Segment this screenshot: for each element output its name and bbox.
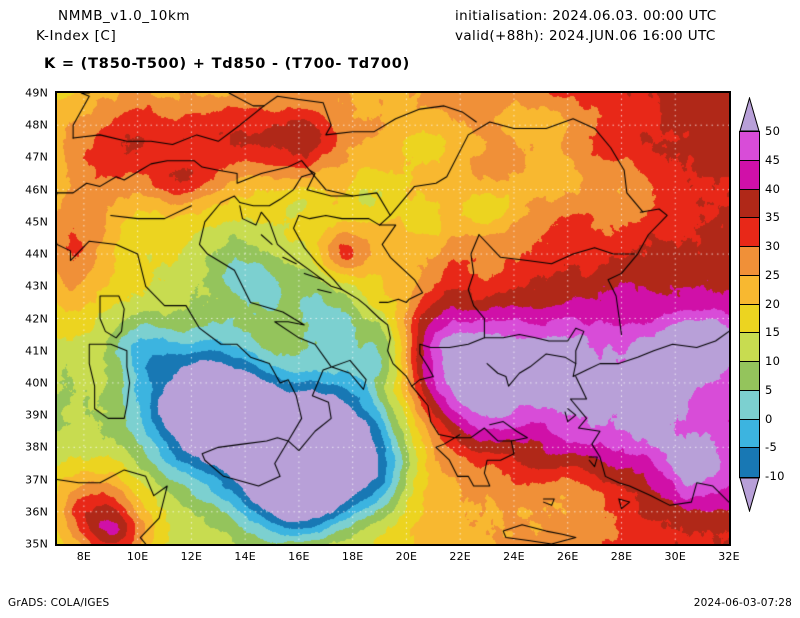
lon-tick-10E: 10E bbox=[126, 550, 149, 563]
header-right-block: initialisation: 2024.06.03. 00:00 UTC va… bbox=[455, 6, 800, 52]
colorbar-band bbox=[740, 189, 759, 219]
lon-tick-28E: 28E bbox=[610, 550, 633, 563]
lat-tick-41N: 41N bbox=[25, 344, 48, 358]
lat-tick-43N: 43N bbox=[25, 279, 48, 293]
colorbar-band bbox=[740, 333, 759, 362]
lon-tick-24E: 24E bbox=[503, 550, 525, 563]
lon-tick-16E: 16E bbox=[288, 550, 310, 563]
lat-tick-44N: 44N bbox=[25, 247, 48, 261]
lat-tick-36N: 36N bbox=[25, 505, 48, 519]
lon-tick-30E: 30E bbox=[664, 550, 687, 563]
colorbar-band bbox=[740, 448, 759, 477]
colorbar-tick-30: 30 bbox=[765, 239, 781, 253]
header-left-block: NMMB_v1.0_10km K-Index [C] bbox=[0, 6, 440, 52]
colorbar-bottom-extend-arrow bbox=[739, 477, 760, 512]
lat-tick-39N: 39N bbox=[25, 408, 48, 422]
colorbar-band bbox=[740, 275, 759, 305]
colorbar-tick-35: 35 bbox=[765, 210, 781, 225]
lat-tick-38N: 38N bbox=[25, 440, 48, 454]
colorbar-tick-20: 20 bbox=[765, 296, 781, 311]
colorbar-band bbox=[740, 390, 759, 420]
lon-tick-32E: 32E bbox=[718, 550, 740, 563]
map-plot-area bbox=[55, 91, 731, 546]
colorbar-tick-40: 40 bbox=[765, 181, 781, 196]
lon-tick-8E: 8E bbox=[76, 550, 92, 563]
colorbar-tick-10: 10 bbox=[765, 354, 781, 368]
colorbar bbox=[739, 131, 760, 478]
grads-source-label: GrADS: COLA/IGES bbox=[8, 597, 110, 609]
lat-tick-48N: 48N bbox=[25, 118, 48, 132]
field-name-label: K-Index [C] bbox=[36, 28, 117, 44]
latitude-axis: 35N 36N 37N 38N 39N 40N 41N 42N 43N 44N 45N 46N 47N 4… bbox=[0, 0, 55, 618]
lat-tick-45N: 45N bbox=[25, 215, 48, 229]
model-name-label: NMMB_v1.0_10km bbox=[58, 8, 191, 24]
colorbar-tick-25: 25 bbox=[765, 267, 781, 282]
colorbar-tick-15: 15 bbox=[765, 325, 781, 340]
colorbar-band bbox=[740, 247, 759, 276]
colorbar-tick-45: 45 bbox=[765, 152, 781, 167]
formula-label: K = (T850-T500) + Td850 - (T700- Td700) bbox=[44, 56, 411, 72]
lon-tick-18E: 18E bbox=[341, 550, 364, 563]
lat-tick-46N: 46N bbox=[25, 183, 48, 197]
lat-tick-42N: 42N bbox=[25, 312, 48, 325]
colorbar-band bbox=[740, 160, 759, 190]
initialisation-label: initialisation: 2024.06.03. 00:00 UTC bbox=[455, 8, 717, 24]
colorbar-band bbox=[740, 304, 759, 334]
colorbar-band bbox=[740, 419, 759, 449]
k-index-heatmap-canvas bbox=[57, 93, 729, 544]
valid-time-label: valid(+88h): 2024.JUN.06 16:00 UTC bbox=[455, 28, 716, 44]
generated-timestamp-label: 2024-06-03-07:28 bbox=[693, 597, 792, 609]
colorbar-band bbox=[740, 132, 759, 161]
lon-tick-26E: 26E bbox=[556, 550, 579, 563]
colorbar-tick-5: 5 bbox=[765, 382, 773, 397]
lon-tick-20E: 20E bbox=[395, 550, 418, 563]
colorbar-band bbox=[740, 218, 759, 247]
lat-tick-37N: 37N bbox=[25, 473, 48, 487]
colorbar-tick-50: 50 bbox=[765, 124, 781, 138]
colorbar-tick--10: -10 bbox=[765, 469, 785, 483]
lon-tick-14E: 14E bbox=[234, 550, 256, 563]
colorbar-top-extend-arrow bbox=[739, 97, 760, 132]
lon-tick-22E: 22E bbox=[449, 550, 471, 563]
lat-tick-40N: 40N bbox=[25, 376, 48, 390]
lon-tick-12E: 12E bbox=[180, 550, 203, 563]
colorbar-tick--5: -5 bbox=[765, 440, 778, 455]
lat-tick-47N: 47N bbox=[25, 150, 48, 164]
colorbar-band bbox=[740, 362, 759, 391]
lat-tick-49N: 49N bbox=[25, 86, 48, 100]
lat-tick-35N: 35N bbox=[25, 537, 48, 551]
colorbar-tick-0: 0 bbox=[765, 411, 773, 426]
